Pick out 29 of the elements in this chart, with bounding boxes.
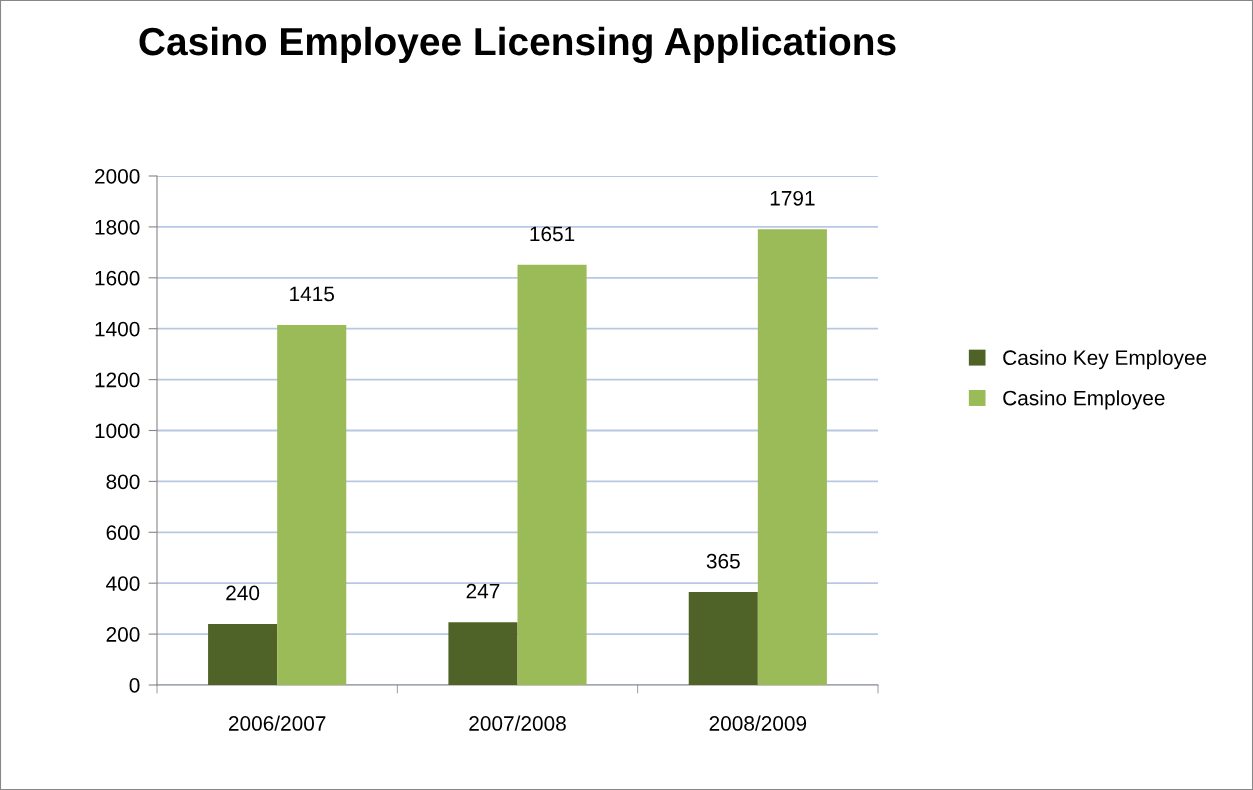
y-tick-label: 800 bbox=[106, 474, 140, 490]
legend-label: Casino Employee bbox=[1003, 390, 1165, 410]
y-tick-label: 600 bbox=[106, 525, 140, 541]
x-tick-label: 2007/2008 bbox=[469, 715, 566, 731]
x-tick-label: 2008/2009 bbox=[709, 715, 807, 731]
legend-label: Casino Key Employee bbox=[1003, 349, 1207, 370]
bar bbox=[757, 229, 827, 685]
bar bbox=[277, 324, 347, 685]
data-label: 1415 bbox=[290, 286, 335, 302]
y-tick-label: 1600 bbox=[95, 270, 140, 286]
bar bbox=[208, 623, 278, 685]
data-label: 1651 bbox=[530, 226, 575, 242]
data-label: 240 bbox=[226, 585, 260, 601]
data-label: 247 bbox=[466, 583, 500, 599]
bar bbox=[688, 592, 758, 685]
y-tick-label: 1800 bbox=[95, 219, 140, 235]
y-tick-label: 2000 bbox=[95, 169, 140, 184]
chart-title: Casino Employee Licensing Applications bbox=[139, 26, 896, 64]
x-tick-label: 2006/2007 bbox=[228, 715, 326, 731]
data-label: 1791 bbox=[770, 190, 815, 206]
data-label: 365 bbox=[706, 553, 740, 569]
y-tick-label: 400 bbox=[106, 576, 140, 591]
y-tick-label: 200 bbox=[106, 627, 140, 642]
y-tick-label: 1000 bbox=[95, 423, 140, 439]
bar bbox=[448, 622, 518, 685]
y-tick-label: 1400 bbox=[95, 321, 140, 337]
y-tick-label: 0 bbox=[129, 678, 140, 693]
y-tick-label: 1200 bbox=[95, 372, 140, 388]
bar bbox=[517, 264, 587, 685]
